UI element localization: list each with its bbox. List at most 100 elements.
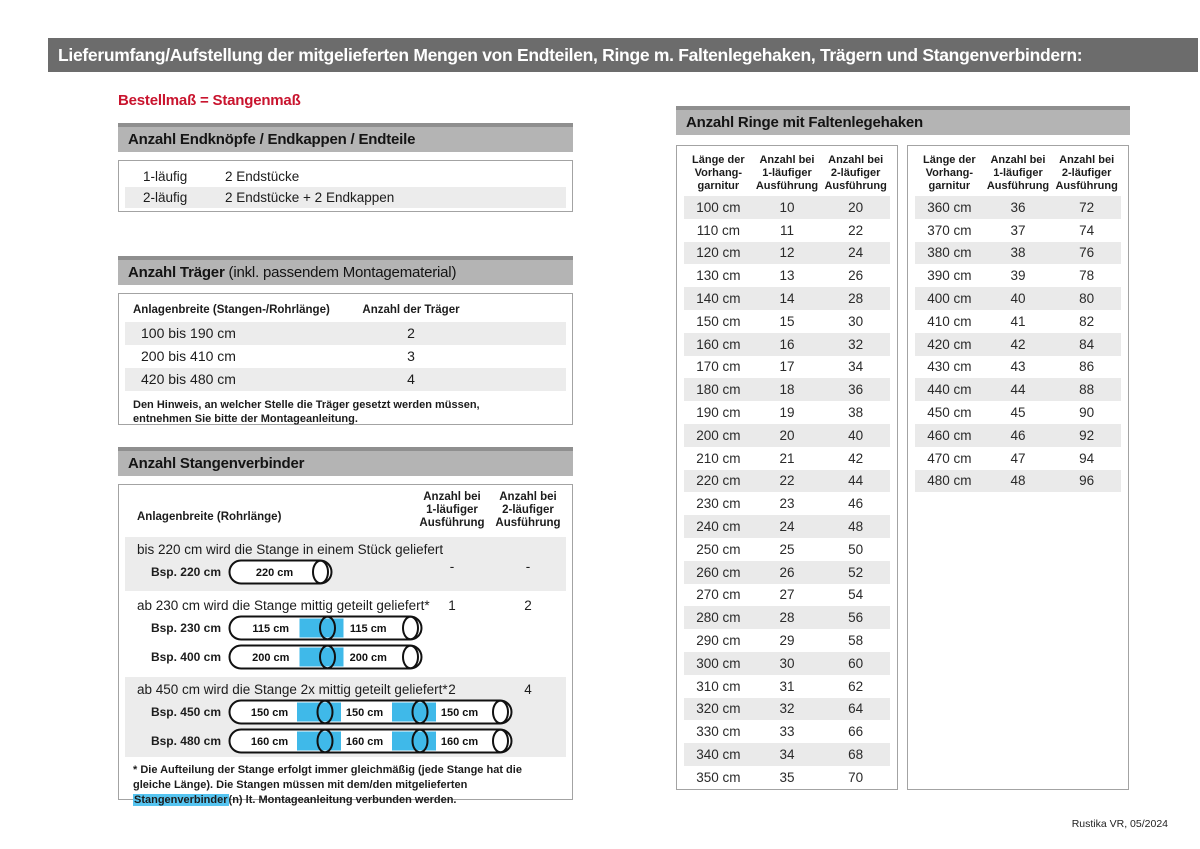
count-two-run-cell: 20 <box>848 199 864 215</box>
count-one-run-cell: 45 <box>1010 405 1026 421</box>
count-one-run-cell: 1 <box>448 598 456 613</box>
table-row: 100 cm 10 20 <box>684 196 890 219</box>
table-row: 460 cm 46 92 <box>915 423 1121 447</box>
segment-length-label: 160 cm <box>346 736 384 748</box>
count-one-run-cell: 25 <box>779 541 795 557</box>
count-one-run-cell: 40 <box>1010 291 1026 307</box>
range-cell: 200 bis 410 cm <box>141 348 236 364</box>
count-one-run-cell: 19 <box>779 405 795 421</box>
page-title: Lieferumfang/Aufstellung der mitgeliefer… <box>58 45 1083 65</box>
length-cell: 470 cm <box>927 450 972 466</box>
footnote-text: (n) lt. Montageanleitung verbunden werde… <box>228 794 457 806</box>
table-row: 120 cm 12 24 <box>684 241 890 265</box>
table-row: 190 cm 19 38 <box>684 401 890 424</box>
count-one-run-cell: 36 <box>1010 199 1026 215</box>
count-one-run-cell: 33 <box>779 724 795 740</box>
length-cell: 280 cm <box>696 610 741 626</box>
count-two-run-cell: 32 <box>848 336 864 352</box>
count-one-run-cell: 23 <box>779 496 795 512</box>
section-title: Anzahl Endknöpfe / Endkappen / Endteile <box>128 131 416 148</box>
length-cell: 100 cm <box>696 199 741 215</box>
count-one-run-cell: 11 <box>779 222 794 238</box>
count-one-run-cell: 29 <box>779 633 795 649</box>
count-two-run-cell: 40 <box>848 427 864 443</box>
connectors-table: Anlagenbreite (Rohrlänge) Anzahl bei 1-l… <box>118 484 573 806</box>
rule-text: ab 230 cm wird die Stange mittig geteilt… <box>137 598 430 613</box>
count-two-run-cell: 46 <box>848 496 864 512</box>
length-cell: 350 cm <box>696 769 741 785</box>
connector-highlight <box>299 647 344 666</box>
length-cell: 150 cm <box>696 313 741 329</box>
length-cell: 240 cm <box>696 519 741 535</box>
count-one-run-cell: 35 <box>779 769 795 785</box>
count-one-run-cell: 34 <box>779 747 795 763</box>
count-one-run-cell: 17 <box>779 359 795 375</box>
length-cell: 440 cm <box>927 382 972 398</box>
count-one-run-cell: 39 <box>1010 268 1026 284</box>
count-two-run-cell: 96 <box>1079 473 1095 489</box>
length-cell: 390 cm <box>927 268 972 284</box>
count-two-run-cell: 90 <box>1079 405 1095 421</box>
count-one-run-cell: 26 <box>779 564 795 580</box>
section-header-rings: Anzahl Ringe mit Faltenlegehaken <box>676 106 1130 135</box>
section-title: Anzahl Stangenverbinder <box>128 455 305 472</box>
connector-highlight <box>392 702 436 721</box>
brackets-table: Anlagenbreite (Stangen-/Rohrlänge) Anzah… <box>118 293 573 425</box>
rings-table-header: Länge der Vorhang- garnitur Anzahl bei 1… <box>908 146 1128 196</box>
length-cell: 400 cm <box>927 291 972 307</box>
count-two-run-cell: 88 <box>1079 382 1095 398</box>
length-cell: 190 cm <box>696 405 741 421</box>
table-row: 350 cm 35 70 <box>684 766 890 789</box>
count-one-run-cell: 14 <box>779 291 795 307</box>
length-cell: 430 cm <box>927 359 972 375</box>
length-cell: 370 cm <box>927 222 972 238</box>
table-row: 360 cm 36 72 <box>915 196 1121 219</box>
count-two-run-cell: 24 <box>848 245 864 261</box>
length-cell: 180 cm <box>696 382 741 398</box>
count-two-run-cell: 58 <box>848 633 864 649</box>
table-row: 130 cm 13 26 <box>684 264 890 287</box>
count-one-run-cell: 47 <box>1010 450 1026 466</box>
count-one-run-cell: 38 <box>1010 245 1026 261</box>
column-header: Länge der Vorhang- garnitur <box>923 154 976 192</box>
count-one-run-cell: 43 <box>1010 359 1026 375</box>
table-row: 150 cm 15 30 <box>684 310 890 333</box>
brackets-note: Den Hinweis, an welcher Stelle die Träge… <box>133 399 480 425</box>
example-label: Bsp. 450 cm <box>150 704 221 719</box>
length-cell: 220 cm <box>696 473 741 489</box>
range-cell: 420 bis 480 cm <box>141 371 236 387</box>
column-header: Anzahl bei 1-läufiger Ausführung <box>986 154 1050 192</box>
count-one-run-cell: 42 <box>1010 336 1026 352</box>
rod-example: Bsp. 480 cm 160 cm 160 cm 160 cm <box>125 726 566 755</box>
length-cell: 460 cm <box>927 427 972 443</box>
rule-text: bis 220 cm wird die Stange in einem Stüc… <box>137 542 444 557</box>
count-one-run-cell: 2 <box>448 682 456 697</box>
length-cell: 330 cm <box>696 724 741 740</box>
count-two-run-cell: 64 <box>848 701 864 717</box>
table-row: 330 cm 33 66 <box>684 720 890 743</box>
table-row: 430 cm 43 86 <box>915 356 1121 379</box>
length-cell: 120 cm <box>696 245 741 261</box>
segment-length-label: 220 cm <box>256 567 294 579</box>
right-column: Anzahl Ringe mit Faltenlegehaken Länge d… <box>676 106 1130 806</box>
count-one-run-cell: 31 <box>779 678 795 694</box>
section-title: Anzahl Ringe mit Faltenlegehaken <box>686 114 923 131</box>
rod-illustration: 160 cm 160 cm 160 cm <box>228 728 513 753</box>
rod-example: Bsp. 220 cm 220 cm <box>125 557 566 586</box>
rings-table-right: Länge der Vorhang- garnitur Anzahl bei 1… <box>907 145 1129 790</box>
rings-table-header: Länge der Vorhang- garnitur Anzahl bei 1… <box>677 146 897 196</box>
table-row: 470 cm 47 94 <box>915 447 1121 470</box>
count-two-run-cell: 54 <box>848 587 864 603</box>
table-row: 170 cm 17 34 <box>684 356 890 379</box>
length-cell: 420 cm <box>927 336 972 352</box>
footnote-text: * Die Aufteilung der Stange erfolgt imme… <box>133 764 522 791</box>
connector-highlight <box>392 731 436 750</box>
count-one-run-cell: 10 <box>779 199 795 215</box>
length-cell: 410 cm <box>927 313 972 329</box>
table-row: 220 cm 22 44 <box>684 469 890 493</box>
rod-illustration: 115 cm 115 cm <box>228 615 423 640</box>
count-two-run-cell: 56 <box>848 610 864 626</box>
count-two-run-cell: 52 <box>848 564 864 580</box>
count-two-run-cell: 28 <box>848 291 864 307</box>
